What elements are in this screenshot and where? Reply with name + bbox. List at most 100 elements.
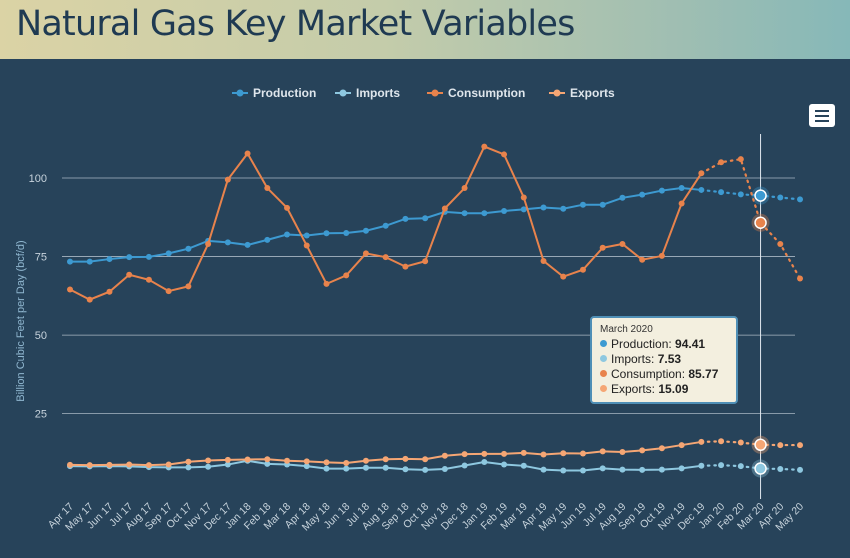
imports-point (560, 467, 567, 474)
production-point (777, 194, 784, 201)
imports-point (224, 461, 231, 468)
consumption-point (343, 272, 350, 279)
exports-point (126, 461, 133, 468)
production-point (264, 236, 271, 243)
imports-point (698, 462, 705, 469)
production-point (145, 253, 152, 260)
imports-point (540, 466, 547, 473)
consumption-point (382, 254, 389, 261)
consumption-point (362, 250, 369, 257)
chart-tooltip: March 2020 Production: 94.41 Imports: 7.… (590, 316, 738, 404)
exports-point (224, 456, 231, 463)
exports-point (461, 451, 468, 458)
exports-point (501, 450, 508, 457)
exports-point (382, 456, 389, 463)
imports-legend-label: Imports (356, 86, 400, 100)
page-title: Natural Gas Key Market Variables (16, 4, 575, 44)
consumption-point (678, 200, 685, 207)
consumption-point (579, 266, 586, 273)
exports-point (244, 456, 251, 463)
imports-point (264, 460, 271, 467)
consumption-point (86, 296, 93, 303)
consumption-point (264, 185, 271, 192)
imports-point (382, 464, 389, 471)
y-tick-label: 100 (29, 173, 47, 185)
production-point (402, 215, 409, 222)
imports-point (718, 462, 725, 469)
exports-point (402, 455, 409, 462)
consumption-point (244, 150, 251, 157)
consumption-point (797, 275, 804, 282)
consumption-point (481, 143, 488, 150)
imports-point (481, 459, 488, 466)
production-point (797, 196, 804, 203)
consumption-point (520, 194, 527, 201)
consumption-point (737, 156, 744, 163)
hamburger-menu-icon[interactable] (809, 104, 835, 127)
imports-point (422, 466, 429, 473)
exports-point (323, 459, 330, 466)
tooltip-row-production: Production: 94.41 (600, 337, 728, 352)
production-point (165, 250, 172, 257)
consumption-point (284, 204, 291, 211)
production-highlight-point (754, 189, 767, 202)
production-point (619, 194, 626, 201)
y-tick-label: 75 (35, 252, 47, 264)
imports-point (797, 466, 804, 473)
exports-point (165, 461, 172, 468)
consumption-point (205, 240, 212, 247)
imports-point (737, 463, 744, 470)
exports-point (185, 458, 192, 465)
consumption-point (145, 276, 152, 283)
production-point (560, 205, 567, 212)
imports-point (639, 466, 646, 473)
exports-point (284, 457, 291, 464)
imports-point (205, 463, 212, 470)
imports-point (303, 463, 310, 470)
production-point (185, 245, 192, 252)
imports-point (678, 465, 685, 472)
production-point (520, 206, 527, 213)
exports-point (362, 457, 369, 464)
production-point (284, 231, 291, 238)
production-point (382, 222, 389, 229)
production-point (106, 256, 113, 263)
production-point (599, 201, 606, 208)
production-point (86, 258, 93, 265)
imports-point (343, 465, 350, 472)
exports-point (205, 457, 212, 464)
imports-point (461, 462, 468, 469)
production-point (126, 254, 133, 261)
exports-dot-icon (600, 385, 607, 393)
tooltip-row-consumption: Consumption: 85.77 (600, 367, 728, 382)
page-header: Natural Gas Key Market Variables (0, 0, 850, 59)
production-point (540, 204, 547, 211)
exports-point (797, 442, 804, 449)
exports-point (303, 458, 310, 465)
imports-point (520, 462, 527, 469)
exports-point (343, 459, 350, 466)
production-point (422, 215, 429, 222)
exports-point (520, 449, 527, 456)
production-point (698, 186, 705, 193)
exports-point (264, 456, 271, 463)
production-dot-icon (600, 340, 607, 348)
consumption-point (165, 288, 172, 295)
exports-point (106, 461, 113, 468)
imports-point (441, 465, 448, 472)
production-point (244, 241, 251, 248)
consumption-point (461, 185, 468, 192)
consumption-point (777, 240, 784, 247)
consumption-point (323, 280, 330, 287)
consumption-point (639, 256, 646, 263)
consumption-point (402, 263, 409, 270)
production-point (639, 191, 646, 198)
production-point (678, 185, 685, 192)
consumption-point (658, 252, 665, 259)
production-point (481, 210, 488, 217)
production-point (224, 239, 231, 246)
exports-point (145, 462, 152, 469)
consumption-point (224, 176, 231, 183)
imports-point (619, 466, 626, 473)
production-point (362, 227, 369, 234)
